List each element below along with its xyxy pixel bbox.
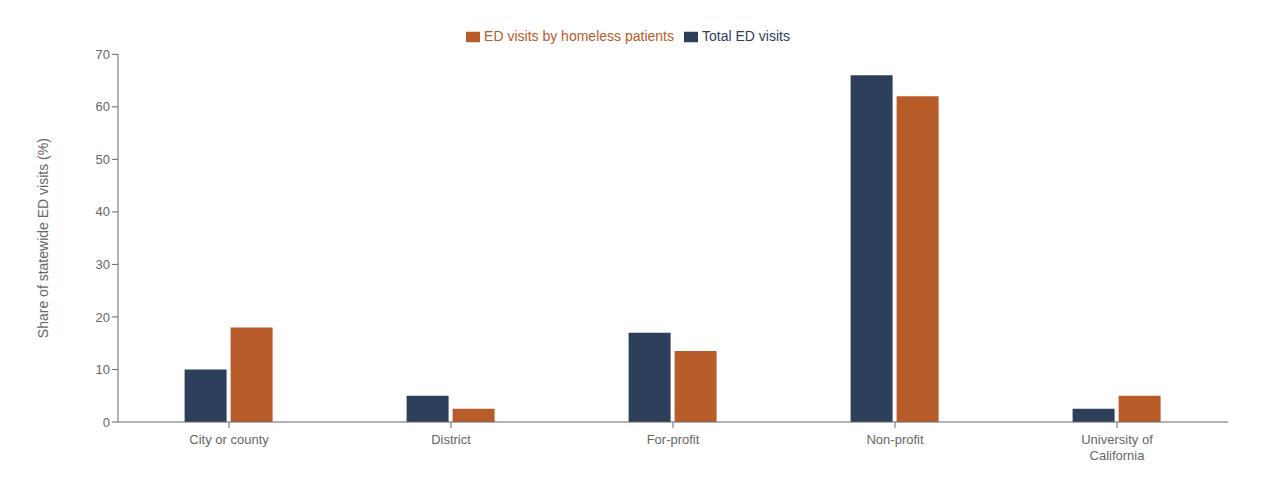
- svg-text:Share of statewide ED visits (: Share of statewide ED visits (%): [35, 138, 51, 338]
- svg-text:City or county: City or county: [189, 432, 269, 447]
- svg-text:20: 20: [96, 310, 110, 325]
- svg-text:University ofCalifornia: University ofCalifornia: [1081, 432, 1153, 463]
- html-text:ED visits by homeless patients: ED visits by homeless patients: [484, 28, 674, 44]
- svg-text:For-profit: For-profit: [647, 432, 700, 447]
- svg-text:District: District: [431, 432, 471, 447]
- svg-text:30: 30: [96, 257, 110, 272]
- svg-text:60: 60: [96, 99, 110, 114]
- svg-text:0: 0: [103, 415, 110, 430]
- svg-text:10: 10: [96, 362, 110, 377]
- html-text:Total ED visits: Total ED visits: [702, 28, 790, 44]
- svg-text:Non-profit: Non-profit: [866, 432, 923, 447]
- svg-text:40: 40: [96, 204, 110, 219]
- svg-text:70: 70: [96, 47, 110, 62]
- svg-text:50: 50: [96, 152, 110, 167]
